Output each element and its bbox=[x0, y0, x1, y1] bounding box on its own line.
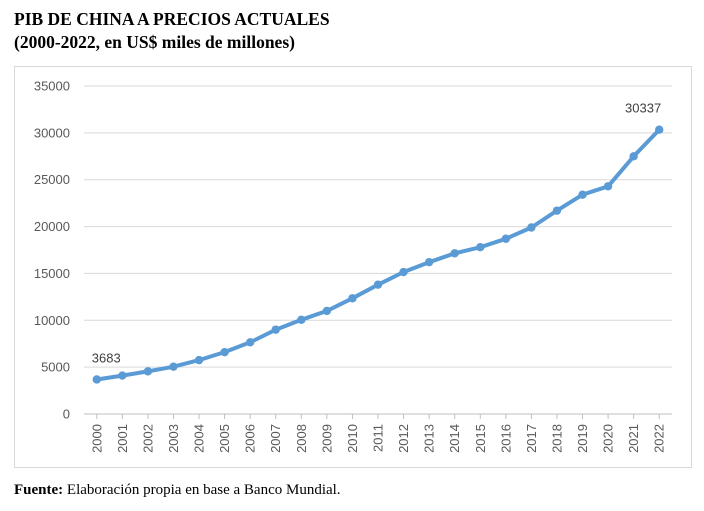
y-tick-label: 35000 bbox=[34, 79, 70, 94]
x-tick-label: 2011 bbox=[371, 424, 386, 452]
x-tick-label: 2021 bbox=[626, 424, 641, 453]
data-point-2003 bbox=[169, 362, 178, 371]
chart-title: PIB DE CHINA A PRECIOS ACTUALES (2000-20… bbox=[14, 8, 330, 54]
data-point-2009 bbox=[322, 306, 332, 316]
data-point-2017 bbox=[527, 223, 536, 232]
data-point-2005 bbox=[220, 347, 229, 357]
source-note: Fuente: Elaboración propia en base a Ban… bbox=[14, 482, 341, 499]
x-tick-label: 2013 bbox=[422, 424, 437, 453]
x-tick-label: 2008 bbox=[294, 424, 309, 453]
y-tick-label: 25000 bbox=[34, 172, 70, 187]
data-point-2015 bbox=[476, 242, 485, 252]
data-point-2010 bbox=[348, 294, 357, 303]
x-tick-label: 2012 bbox=[396, 424, 411, 453]
data-point-2013 bbox=[424, 257, 434, 267]
series-line bbox=[94, 127, 662, 382]
gridlines bbox=[84, 85, 672, 415]
data-label-2022: 30337 bbox=[625, 101, 661, 116]
data-point-2006 bbox=[245, 338, 255, 347]
x-tick-label: 2007 bbox=[268, 424, 283, 453]
data-label-2000: 3683 bbox=[92, 350, 121, 365]
y-tick-label: 20000 bbox=[34, 219, 70, 234]
x-tick-label: 2000 bbox=[89, 424, 104, 453]
x-tick-label: 2004 bbox=[192, 424, 207, 453]
y-tick-label: 10000 bbox=[34, 313, 70, 328]
x-tick-label: 2009 bbox=[319, 424, 334, 453]
x-tick-label: 2001 bbox=[115, 424, 130, 453]
x-tick-label: 2010 bbox=[345, 424, 360, 453]
x-tick-label: 2006 bbox=[243, 424, 258, 453]
y-tick-label: 30000 bbox=[34, 125, 70, 140]
x-tick-label: 2022 bbox=[652, 424, 667, 453]
x-tick-label: 2005 bbox=[217, 424, 232, 453]
source-text: Elaboración propia en base a Banco Mundi… bbox=[63, 482, 341, 498]
data-labels: 3683 30337 bbox=[92, 101, 661, 366]
y-tick-label: 5000 bbox=[41, 360, 70, 375]
data-point-2012 bbox=[399, 267, 408, 277]
x-axis-ticks: 2000 2001 2002 2003 2004 2005 2006 2007 2008 2009… bbox=[89, 414, 667, 453]
x-tick-label: 2017 bbox=[524, 424, 539, 453]
title-line-2: (2000-2022, en US$ miles de millones) bbox=[14, 32, 295, 52]
x-tick-label: 2019 bbox=[575, 424, 590, 453]
data-point-2001 bbox=[118, 371, 127, 380]
data-point-2002 bbox=[143, 367, 153, 376]
source-label: Fuente: bbox=[14, 482, 64, 498]
data-point-2014 bbox=[450, 249, 459, 258]
data-point-2004 bbox=[194, 355, 204, 365]
x-tick-label: 2018 bbox=[549, 424, 564, 453]
x-tick-label: 2016 bbox=[498, 424, 513, 453]
y-axis-ticks: 0 5000 10000 15000 20000 25000 30000 35000 bbox=[34, 79, 70, 422]
x-tick-label: 2003 bbox=[166, 424, 181, 453]
data-point-2000 bbox=[92, 375, 101, 384]
data-point-2021 bbox=[629, 152, 638, 161]
series-layer bbox=[92, 125, 664, 384]
y-tick-label: 15000 bbox=[34, 266, 70, 281]
x-tick-label: 2014 bbox=[447, 424, 462, 453]
data-point-2016 bbox=[501, 234, 511, 243]
data-point-2008 bbox=[297, 315, 306, 325]
data-point-2019 bbox=[578, 190, 587, 199]
data-point-2011 bbox=[373, 280, 383, 289]
x-tick-label: 2015 bbox=[473, 424, 488, 453]
data-point-2018 bbox=[552, 206, 562, 215]
data-point-2022 bbox=[655, 125, 664, 134]
x-tick-label: 2020 bbox=[601, 424, 616, 453]
data-point-2020 bbox=[603, 182, 613, 191]
data-point-2007 bbox=[271, 325, 280, 334]
x-tick-label: 2002 bbox=[140, 424, 155, 453]
y-tick-label: 0 bbox=[63, 407, 70, 422]
title-line-1: PIB DE CHINA A PRECIOS ACTUALES bbox=[14, 9, 330, 29]
